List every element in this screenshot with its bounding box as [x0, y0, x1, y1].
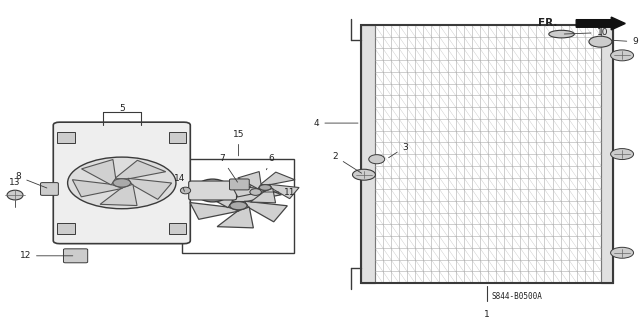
- Bar: [57, 132, 75, 143]
- Text: 2: 2: [332, 152, 362, 173]
- Bar: [361, 25, 612, 283]
- Circle shape: [113, 179, 131, 187]
- Circle shape: [259, 185, 271, 190]
- Circle shape: [230, 202, 247, 210]
- Text: 3: 3: [388, 143, 408, 158]
- FancyArrow shape: [576, 17, 625, 30]
- Polygon shape: [100, 184, 137, 205]
- Text: 4: 4: [314, 119, 358, 128]
- Circle shape: [589, 36, 612, 47]
- Bar: [375, 25, 601, 283]
- Text: 6: 6: [266, 154, 275, 170]
- Ellipse shape: [195, 179, 230, 202]
- Text: S844-B0500A: S844-B0500A: [492, 292, 542, 301]
- Ellipse shape: [7, 190, 23, 200]
- FancyBboxPatch shape: [230, 179, 249, 190]
- Polygon shape: [269, 184, 299, 199]
- Polygon shape: [260, 172, 295, 185]
- Polygon shape: [238, 172, 261, 189]
- FancyBboxPatch shape: [189, 181, 237, 200]
- Polygon shape: [115, 160, 166, 179]
- Text: 15: 15: [233, 130, 244, 156]
- Text: 7: 7: [219, 154, 237, 182]
- Polygon shape: [199, 183, 232, 208]
- FancyBboxPatch shape: [63, 249, 88, 263]
- Text: 13: 13: [10, 178, 20, 187]
- Bar: [601, 25, 612, 283]
- Polygon shape: [244, 201, 287, 222]
- Circle shape: [611, 149, 634, 160]
- Text: 1: 1: [484, 310, 490, 319]
- Text: 10: 10: [564, 28, 608, 37]
- Polygon shape: [81, 160, 116, 185]
- Text: 14: 14: [173, 174, 185, 191]
- Text: FR.: FR.: [538, 19, 557, 28]
- Bar: [168, 132, 186, 143]
- Bar: [182, 159, 294, 253]
- Polygon shape: [217, 207, 253, 228]
- Ellipse shape: [250, 189, 261, 195]
- Polygon shape: [72, 180, 122, 197]
- Polygon shape: [231, 183, 282, 202]
- Ellipse shape: [180, 187, 191, 194]
- Bar: [57, 223, 75, 234]
- Text: 11: 11: [264, 188, 296, 197]
- Circle shape: [611, 247, 634, 258]
- Text: 12: 12: [20, 251, 73, 260]
- Text: 9: 9: [612, 37, 638, 46]
- Ellipse shape: [369, 155, 385, 164]
- Polygon shape: [190, 203, 239, 219]
- Polygon shape: [128, 178, 172, 199]
- Circle shape: [353, 169, 376, 180]
- Polygon shape: [232, 185, 266, 197]
- Bar: [361, 25, 375, 283]
- Ellipse shape: [548, 30, 574, 38]
- FancyBboxPatch shape: [53, 122, 190, 244]
- Polygon shape: [250, 189, 276, 203]
- Text: 8: 8: [15, 172, 47, 188]
- Bar: [168, 223, 186, 234]
- Circle shape: [68, 157, 176, 209]
- Text: 5: 5: [119, 104, 125, 113]
- Circle shape: [611, 50, 634, 61]
- FancyBboxPatch shape: [40, 182, 58, 195]
